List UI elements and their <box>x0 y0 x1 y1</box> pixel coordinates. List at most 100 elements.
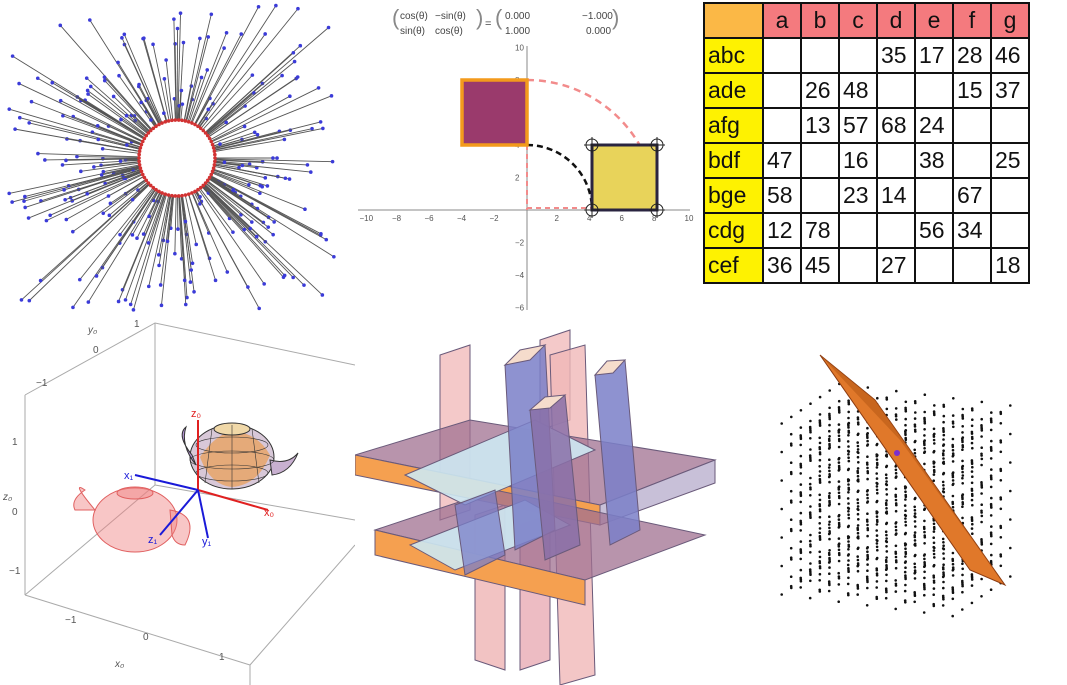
ray-endpoint <box>266 225 271 229</box>
ray-endpoint <box>237 165 241 170</box>
ray-line <box>93 161 140 168</box>
lattice-point <box>856 593 859 596</box>
table-cell: 68 <box>876 107 916 144</box>
lattice-point <box>923 576 926 580</box>
ray-endpoint <box>162 77 167 81</box>
lattice-point <box>876 396 879 400</box>
lattice-point <box>818 579 821 582</box>
lattice-point <box>866 550 869 553</box>
lattice-point <box>799 576 802 580</box>
ray-endpoint <box>272 220 276 224</box>
lattice-point <box>875 567 878 570</box>
ray-endpoint <box>206 107 211 112</box>
lattice-point <box>961 474 965 477</box>
ray-line <box>213 165 266 179</box>
svg-text:0: 0 <box>143 632 149 643</box>
lattice-point <box>913 600 916 604</box>
ray-endpoint <box>242 124 247 129</box>
lattice-point <box>951 448 955 452</box>
lattice-point <box>856 531 860 535</box>
lattice-point <box>923 534 926 537</box>
lattice-point <box>980 595 983 598</box>
lattice-point <box>970 441 974 445</box>
lattice-point <box>999 422 1003 425</box>
ray-endpoint <box>88 84 93 89</box>
lattice-point <box>932 574 935 577</box>
lattice-point <box>818 441 822 445</box>
teapot-mesh <box>189 425 275 489</box>
ray-line <box>9 108 141 148</box>
lattice-point <box>941 480 945 484</box>
lattice-point <box>913 508 917 512</box>
corner-handles[interactable] <box>584 137 665 218</box>
lattice-point <box>951 443 954 447</box>
ray-line <box>211 172 261 194</box>
ray-line <box>158 195 171 255</box>
lattice-point <box>894 550 897 554</box>
lattice-point <box>866 553 869 557</box>
lattice-point <box>846 525 850 529</box>
lattice-point <box>875 542 879 545</box>
table-cell <box>914 72 954 109</box>
ray-endpoint <box>275 156 279 160</box>
ray-endpoint <box>213 278 218 283</box>
axis-label-z0: z₀ <box>2 492 12 503</box>
original-square[interactable] <box>590 143 659 212</box>
ray-line <box>80 162 140 172</box>
lattice-point <box>856 501 860 505</box>
ray-line <box>208 177 258 209</box>
lattice-point <box>808 482 812 486</box>
ring-marker <box>151 185 156 190</box>
ray-endpoint <box>288 94 292 98</box>
ring-marker <box>137 152 141 157</box>
lattice-point <box>789 461 793 464</box>
lattice-point <box>856 450 859 454</box>
lattice-point <box>828 520 831 524</box>
lattice-point <box>846 563 850 567</box>
y-tick-label: 2 <box>515 174 520 183</box>
lattice-point <box>961 476 964 480</box>
lattice-point <box>866 455 869 458</box>
lattice-point <box>970 601 974 605</box>
lattice-point <box>980 503 983 506</box>
lattice-point <box>932 450 935 454</box>
lattice-point <box>951 562 955 566</box>
ray-endpoint <box>308 170 313 174</box>
ray-endpoint <box>119 117 123 122</box>
lattice-point <box>847 540 850 543</box>
ray-line <box>89 19 158 127</box>
ray-line <box>186 36 209 122</box>
svg-text:0: 0 <box>12 507 18 518</box>
lattice-point <box>828 549 831 552</box>
lattice-point <box>837 543 840 546</box>
svg-text:1: 1 <box>12 437 18 448</box>
row-header: afg <box>703 107 764 144</box>
lattice-point <box>856 564 859 568</box>
lattice-point <box>961 608 964 611</box>
lattice-point <box>856 524 860 527</box>
lattice-point <box>913 562 916 566</box>
lattice-point <box>856 569 860 573</box>
lattice-point <box>885 407 889 411</box>
ray-endpoint <box>185 295 189 300</box>
lattice-point <box>904 520 907 524</box>
table-cell: 46 <box>990 37 1030 74</box>
ring-marker <box>138 166 143 170</box>
ray-line <box>202 74 253 131</box>
ray-endpoint <box>124 113 129 118</box>
ray-line <box>177 13 181 121</box>
lattice-point <box>808 596 812 600</box>
lattice-point <box>837 583 841 586</box>
table-cell <box>800 37 840 74</box>
lattice-point <box>961 448 964 451</box>
lattice-point <box>866 523 869 527</box>
lattice-point <box>789 470 793 474</box>
lattice-point <box>866 444 869 447</box>
table-cell: 25 <box>990 142 1030 179</box>
ray-line <box>123 171 142 179</box>
lattice-point <box>847 491 850 494</box>
lattice-point <box>799 540 803 543</box>
lattice-point <box>808 454 812 457</box>
table-cell <box>952 142 992 179</box>
ray-endpoint <box>7 107 12 111</box>
